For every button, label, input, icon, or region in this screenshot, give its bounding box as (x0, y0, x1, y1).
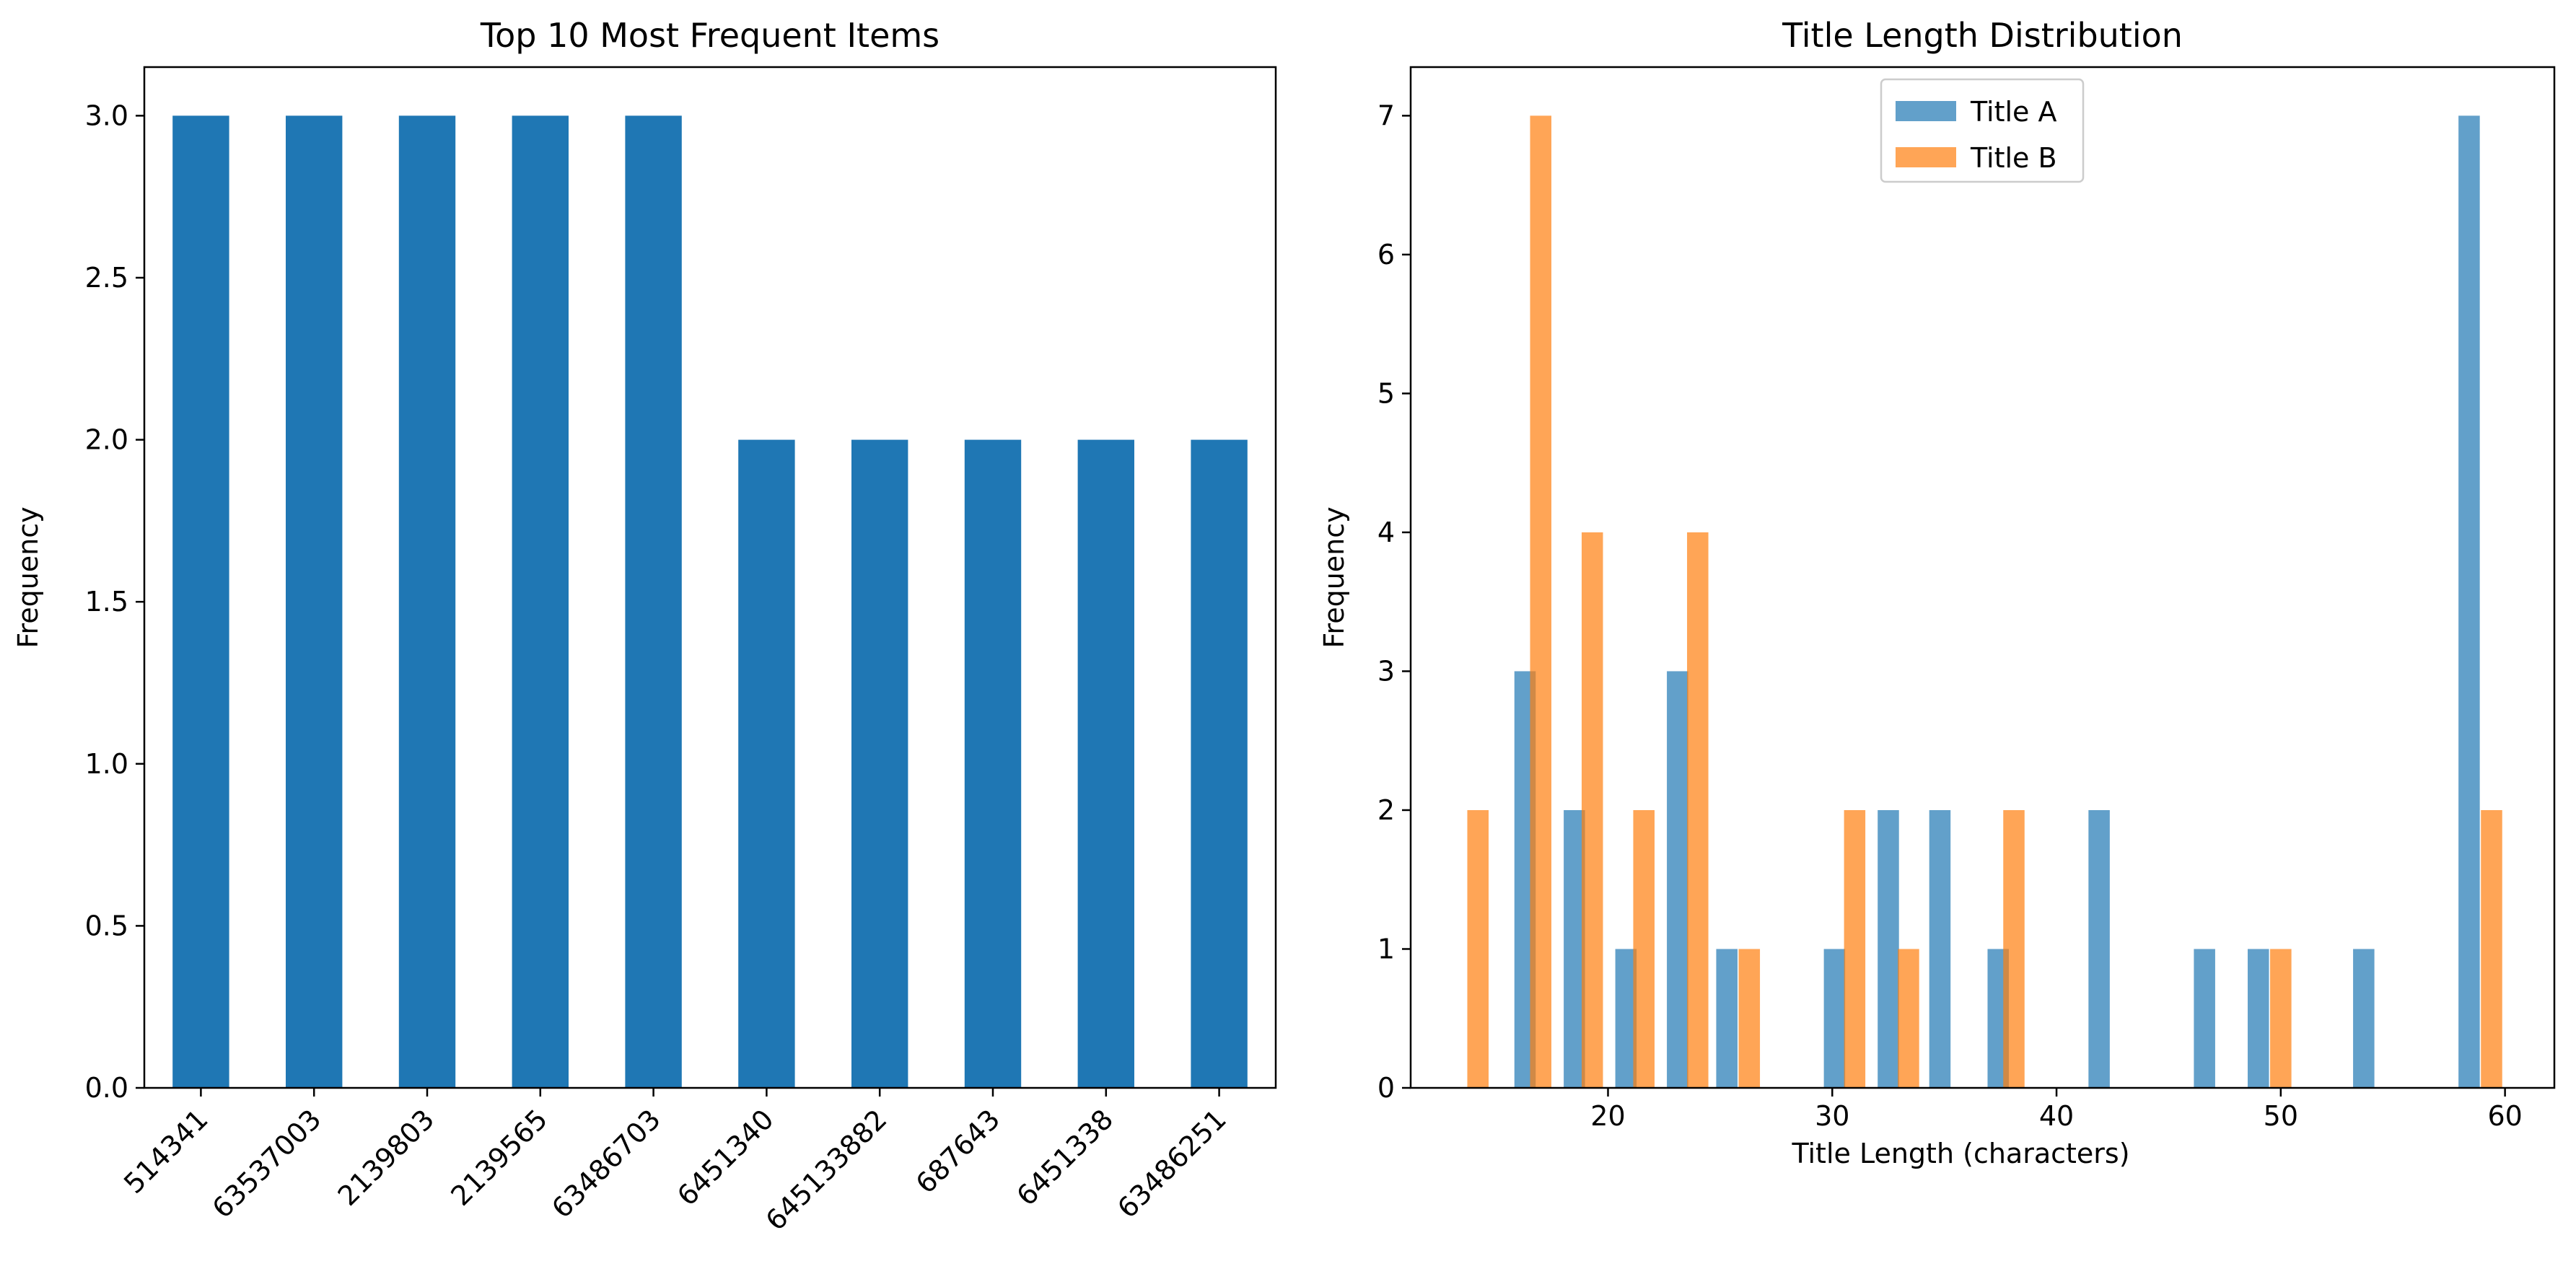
x-tick-label: 2139803 (332, 1103, 441, 1212)
x-tick-label: 6451338 (1010, 1103, 1119, 1212)
y-tick-label: 2.0 (85, 424, 128, 456)
bar-2139565 (512, 115, 569, 1088)
x-tick-label: 20 (1590, 1100, 1625, 1132)
chart1-ylabel: Frequency (1318, 506, 1350, 648)
y-tick-label: 5 (1377, 377, 1395, 409)
title-b-bar (1898, 949, 1919, 1088)
chart1-bars (1467, 115, 2502, 1088)
x-tick-label: 60 (2487, 1100, 2522, 1132)
y-tick-label: 3.0 (85, 100, 128, 131)
bar-687643 (964, 439, 1022, 1088)
title-a-bar (1615, 949, 1637, 1088)
y-tick-label: 3 (1377, 655, 1395, 687)
legend-label: Title B (1970, 142, 2057, 174)
bar-6451340 (738, 439, 795, 1088)
bar-2139803 (398, 115, 456, 1088)
title-a-bar (2248, 949, 2269, 1088)
x-tick-label: 40 (2039, 1100, 2074, 1132)
chart1-xlabel: Title Length (characters) (1791, 1138, 2129, 1169)
title-a-bar (2194, 949, 2215, 1088)
x-tick-label: 514341 (118, 1103, 214, 1200)
title-a-bar (1564, 809, 1585, 1088)
legend-swatch (1896, 147, 1956, 167)
chart1-legend: Title A Title B (1880, 78, 2085, 183)
title-b-bar (1687, 532, 1709, 1088)
chart1-ticks: 20 30 40 50 60 0 1 2 3 4 5 6 7 (1377, 100, 2523, 1132)
legend-label: Title A (1970, 96, 2057, 128)
title-b-bar (1738, 949, 1761, 1088)
title-a-bar (1716, 949, 1738, 1088)
title-a-bar (2458, 115, 2480, 1088)
chart0-title: Top 10 Most Frequent Items (480, 16, 939, 55)
x-tick-label: 645133882 (760, 1103, 893, 1236)
y-tick-label: 0.0 (85, 1072, 128, 1104)
title-length-histogram: Title Length Distribution Frequency Titl… (1318, 16, 2556, 1169)
x-tick-label: 50 (2264, 1100, 2298, 1132)
x-tick-label: 687643 (910, 1103, 1007, 1200)
title-a-bar (2088, 809, 2110, 1088)
y-tick-label: 0.5 (85, 910, 128, 941)
title-b-bar (1633, 809, 1655, 1088)
chart1-title: Title Length Distribution (1782, 16, 2183, 55)
title-b-bar (1844, 809, 1866, 1088)
x-tick-label: 30 (1815, 1100, 1849, 1132)
bar-645133882 (851, 439, 908, 1088)
x-tick-label: 63537003 (206, 1103, 328, 1224)
chart0-ylabel: Frequency (12, 506, 44, 648)
y-tick-label: 6 (1377, 239, 1395, 271)
y-tick-label: 7 (1377, 100, 1395, 131)
title-b-bar (1530, 115, 1552, 1088)
title-b-bar (1467, 809, 1489, 1088)
title-a-bar (1878, 809, 1899, 1088)
bar-514341 (172, 115, 229, 1088)
x-tick-label: 63486703 (546, 1103, 667, 1224)
bar-63537003 (286, 115, 343, 1088)
title-a-bar (2353, 949, 2375, 1088)
x-tick-label: 6451340 (671, 1103, 780, 1212)
title-b-bar (2270, 949, 2292, 1088)
title-a-bar (1667, 671, 1688, 1088)
title-b-bar (1581, 532, 1603, 1088)
bar-6451338 (1077, 439, 1134, 1088)
y-tick-label: 0 (1377, 1072, 1395, 1104)
bar-63486251 (1191, 439, 1248, 1088)
y-tick-label: 4 (1377, 517, 1395, 548)
chart1-plot-frame (1409, 66, 2556, 1089)
title-b-bar (2481, 809, 2502, 1088)
y-tick-label: 1.5 (85, 586, 128, 618)
legend-swatch (1896, 101, 1956, 121)
title-a-bar (1823, 949, 1846, 1088)
title-b-bar (2003, 809, 2025, 1088)
x-tick-label: 2139565 (444, 1103, 553, 1212)
x-tick-label: 63486251 (1111, 1103, 1232, 1224)
y-tick-label: 2 (1377, 794, 1395, 826)
title-a-bar (1929, 809, 1951, 1088)
y-tick-label: 1.0 (85, 748, 128, 780)
chart0-bars (172, 115, 1248, 1088)
frequency-bar-chart: Top 10 Most Frequent Items Frequency 514… (12, 16, 1277, 1236)
y-tick-label: 2.5 (85, 262, 128, 294)
bar-63486703 (625, 115, 682, 1088)
chart0-plot-frame (143, 66, 1277, 1089)
y-tick-label: 1 (1377, 933, 1395, 965)
